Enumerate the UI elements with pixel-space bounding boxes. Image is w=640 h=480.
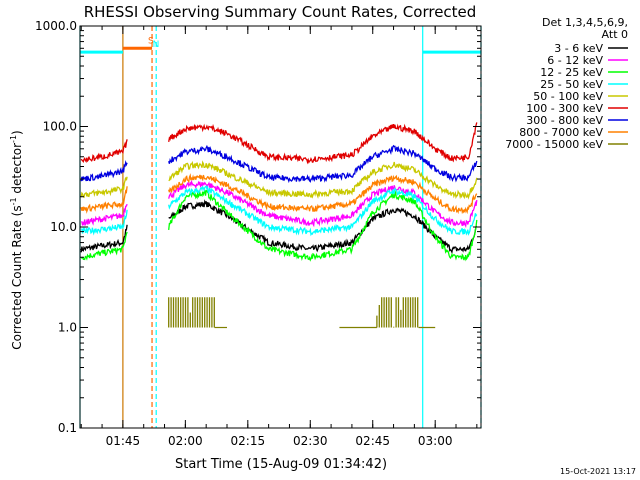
series-line-3-6-seg-1 — [168, 199, 478, 255]
x-tick-label-3: 02:30 — [293, 434, 328, 448]
legend-label-4: 50 - 100 keV — [533, 90, 603, 103]
series-line-6-12-seg-1 — [168, 179, 478, 229]
series-line-50-100-seg-1 — [168, 160, 478, 200]
flag-label-s: S — [148, 36, 154, 46]
y-tick-label-2: 10.0 — [50, 220, 77, 234]
flag-label-n: N — [153, 40, 160, 50]
legend-header-1: Att 0 — [602, 28, 628, 41]
series-line-100-300-seg-0 — [80, 139, 128, 164]
y-tick-label-1: 1.0 — [58, 321, 77, 335]
series-line-3-6-seg-0 — [80, 224, 128, 253]
legend-label-5: 100 - 300 keV — [526, 102, 603, 115]
series-line-300-800-seg-1 — [168, 144, 478, 184]
series-line-12-25-seg-1 — [168, 189, 478, 262]
flag-bars: SN — [80, 36, 481, 54]
series-line-800-7000-seg-1 — [168, 173, 478, 215]
attenuator-series — [168, 297, 436, 329]
series-line-25-50-seg-1 — [168, 185, 478, 237]
legend-label-3: 25 - 50 keV — [540, 78, 603, 91]
attenuator-block-0 — [168, 297, 215, 328]
y-axis-label: Corrected Count Rate (s-1 detector-1) — [9, 130, 24, 349]
x-tick-label-2: 02:15 — [231, 434, 266, 448]
x-tick-label-1: 02:00 — [168, 434, 203, 448]
series-line-100-300-seg-1 — [168, 122, 478, 165]
attenuator-block-1 — [376, 297, 419, 328]
series-layer — [80, 122, 478, 262]
legend-label-1: 6 - 12 keV — [547, 54, 603, 67]
x-tick-label-5: 03:00 — [418, 434, 453, 448]
series-line-25-50-seg-0 — [80, 209, 128, 236]
y-tick-label-3: 100.0 — [43, 120, 77, 134]
y-tick-label-4: 1000.0 — [35, 19, 77, 33]
series-line-12-25-seg-0 — [81, 231, 128, 261]
legend-label-2: 12 - 25 keV — [540, 66, 603, 79]
legend-header-0: Det 1,3,4,5,6,9, — [542, 16, 628, 29]
series-line-800-7000-seg-0 — [80, 186, 128, 214]
series-line-300-800-seg-0 — [80, 159, 128, 182]
series-line-50-100-seg-0 — [80, 176, 128, 199]
legend-label-0: 3 - 6 keV — [554, 42, 603, 55]
axes: 0.1 1.0 10.0 100.0 1000.0 01:45 02:00 02:15 02:3… — [35, 19, 482, 448]
x-tick-label-4: 02:45 — [355, 434, 390, 448]
legend-label-8: 7000 - 15000 keV — [505, 138, 603, 151]
legend-label-7: 800 - 7000 keV — [519, 126, 603, 139]
series-line-6-12-seg-0 — [80, 203, 128, 227]
legend-label-6: 300 - 800 keV — [526, 114, 603, 127]
timestamp: 15-Oct-2021 13:17 — [560, 467, 636, 476]
x-tick-label-0: 01:45 — [106, 434, 141, 448]
plot-frame — [79, 25, 482, 429]
x-axis-label: Start Time (15-Aug-09 01:34:42) — [175, 457, 387, 472]
vertical-markers — [79, 26, 482, 428]
chart-title: RHESSI Observing Summary Count Rates, Co… — [84, 3, 477, 21]
y-tick-label-0: 0.1 — [58, 421, 77, 435]
